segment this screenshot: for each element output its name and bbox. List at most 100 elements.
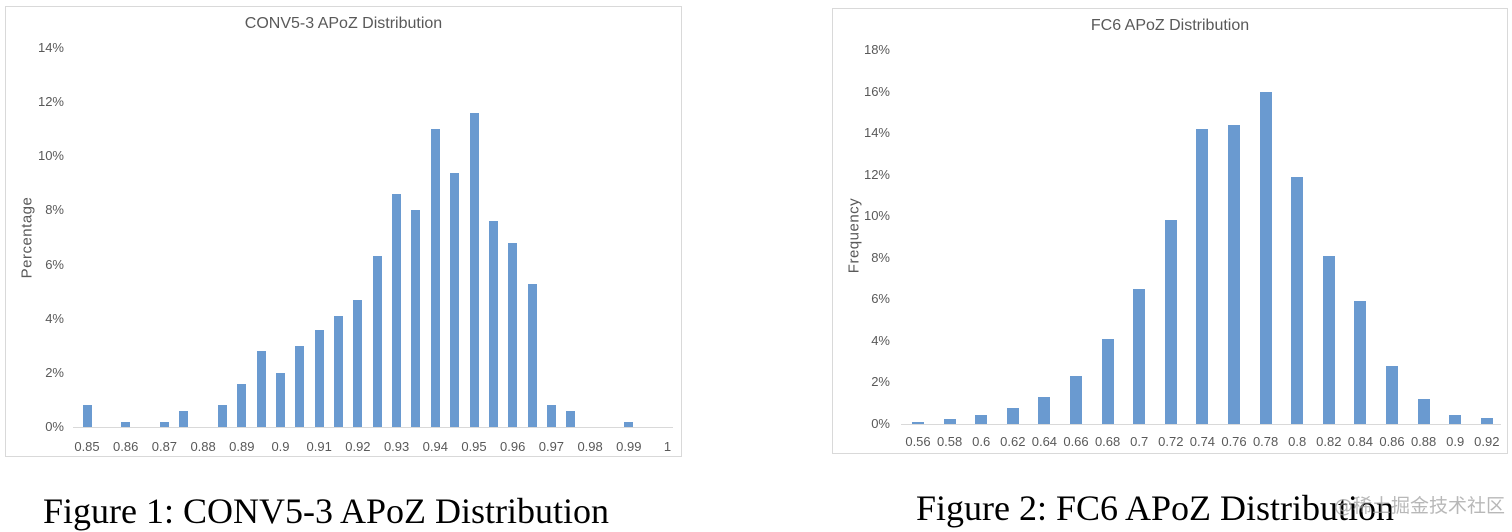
x-tick-label: 0.9 bbox=[271, 439, 290, 454]
bar bbox=[469, 112, 479, 427]
bar bbox=[1417, 399, 1430, 424]
x-tick-label: 0.93 bbox=[383, 439, 410, 454]
figure-2-chart: FC6 APoZ Distribution Frequency 0% 2% 4% 6%… bbox=[832, 8, 1508, 454]
x-tick-label: 0.92 bbox=[345, 439, 371, 454]
y-tick-label: 10% bbox=[863, 208, 890, 224]
y-tick-label: 2% bbox=[45, 364, 64, 380]
y-tick-label: 8% bbox=[871, 249, 890, 265]
y-tick-label: 4% bbox=[45, 310, 64, 326]
x-axis-line bbox=[73, 427, 673, 428]
bar bbox=[1259, 91, 1272, 424]
x-tick-label: 0.88 bbox=[1410, 434, 1437, 449]
bar bbox=[217, 405, 227, 427]
bar bbox=[276, 372, 285, 427]
bar bbox=[566, 410, 576, 427]
x-tick-label: 0.88 bbox=[190, 439, 216, 454]
bar bbox=[1291, 176, 1304, 424]
bar bbox=[1449, 414, 1462, 424]
chart-title: FC6 APoZ Distribution bbox=[1090, 17, 1250, 34]
x-tick-label: 0.58 bbox=[936, 434, 963, 449]
bar bbox=[1038, 396, 1051, 424]
x-tick-label: 1 bbox=[663, 439, 672, 454]
y-tick-label: 10% bbox=[37, 148, 64, 164]
x-tick-label: 0.92 bbox=[1474, 434, 1500, 449]
x-axis-line bbox=[901, 424, 1501, 425]
bar bbox=[450, 172, 460, 427]
bar bbox=[82, 405, 92, 427]
y-tick-label: 0% bbox=[45, 419, 64, 434]
figure-1-caption: Figure 1: CONV5-3 APoZ Distribution bbox=[43, 491, 610, 531]
x-tick-label: 0.74 bbox=[1189, 434, 1216, 449]
x-tick-label: 0.86 bbox=[113, 439, 139, 454]
chart-title: CONV5-3 APoZ Distribution bbox=[244, 15, 443, 32]
bar bbox=[411, 210, 421, 427]
x-tick-label: 0.86 bbox=[1379, 434, 1405, 449]
bar bbox=[1322, 255, 1335, 424]
bar bbox=[546, 405, 556, 427]
x-tick-label: 0.8 bbox=[1288, 434, 1307, 449]
x-tick-label: 0.76 bbox=[1221, 434, 1247, 449]
bar bbox=[1070, 376, 1082, 424]
x-tick-label: 0.95 bbox=[461, 439, 487, 454]
bar bbox=[314, 329, 324, 427]
bar bbox=[179, 410, 189, 427]
x-tick-label: 0.7 bbox=[1130, 434, 1149, 449]
bar bbox=[975, 414, 988, 424]
bar bbox=[488, 221, 498, 427]
x-tick-label: 0.85 bbox=[74, 439, 100, 454]
x-tick-label: 0.78 bbox=[1252, 434, 1279, 449]
x-tick-label: 0.72 bbox=[1158, 434, 1184, 449]
figure-2-caption: Figure 2: FC6 APoZ Distribution bbox=[916, 488, 1395, 528]
bar bbox=[159, 421, 169, 427]
bar bbox=[1354, 301, 1367, 424]
bar bbox=[1386, 365, 1398, 424]
x-tick-label: 0.94 bbox=[422, 439, 448, 454]
x-tick-label: 0.66 bbox=[1063, 434, 1089, 449]
bar bbox=[527, 283, 537, 427]
y-tick-label: 8% bbox=[45, 202, 64, 218]
bar bbox=[1006, 408, 1019, 424]
x-tick-label: 0.89 bbox=[229, 439, 255, 454]
bar bbox=[430, 129, 440, 427]
bar bbox=[1480, 417, 1493, 424]
x-tick-label: 0.87 bbox=[151, 439, 178, 454]
x-tick-label: 0.98 bbox=[577, 439, 603, 454]
x-tick-label: 0.62 bbox=[1000, 434, 1026, 449]
y-axis-label: Frequency bbox=[845, 197, 863, 274]
bar bbox=[256, 351, 266, 427]
y-tick-label: 6% bbox=[45, 256, 64, 272]
x-tick-label: 0.82 bbox=[1316, 434, 1342, 449]
bar bbox=[334, 316, 344, 427]
bar bbox=[1228, 124, 1240, 424]
y-tick-label: 0% bbox=[871, 416, 890, 431]
x-tick-label: 0.91 bbox=[306, 439, 332, 454]
x-tick-label: 0.97 bbox=[538, 439, 565, 454]
bar bbox=[295, 345, 305, 427]
figure-1-chart: CONV5-3 APoZ Distribution Percentage 0% 2… bbox=[5, 6, 682, 457]
bar bbox=[624, 421, 634, 427]
bar bbox=[1196, 128, 1209, 424]
x-tick-label: 0.68 bbox=[1094, 434, 1121, 449]
x-tick-label: 0.84 bbox=[1347, 434, 1374, 449]
y-tick-label: 18% bbox=[863, 42, 890, 57]
bar bbox=[1133, 288, 1146, 424]
x-tick-label: 0.9 bbox=[1446, 434, 1465, 449]
y-tick-label: 6% bbox=[871, 291, 890, 307]
y-tick-label: 4% bbox=[871, 332, 890, 348]
bar bbox=[912, 421, 924, 424]
bar bbox=[392, 194, 402, 427]
y-tick-label: 16% bbox=[863, 83, 890, 99]
y-tick-label: 12% bbox=[37, 94, 64, 110]
bar bbox=[943, 418, 956, 424]
bar bbox=[353, 299, 363, 427]
bar bbox=[1164, 220, 1177, 424]
x-tick-label: 0.99 bbox=[616, 439, 642, 454]
x-tick-label: 0.64 bbox=[1031, 434, 1058, 449]
bar bbox=[508, 242, 518, 427]
y-tick-label: 12% bbox=[863, 166, 890, 182]
y-tick-label: 2% bbox=[871, 374, 890, 390]
y-tick-label: 14% bbox=[863, 125, 890, 141]
x-tick-label: 0.6 bbox=[972, 434, 991, 449]
y-tick-label: 14% bbox=[37, 40, 64, 55]
bar bbox=[121, 421, 131, 427]
